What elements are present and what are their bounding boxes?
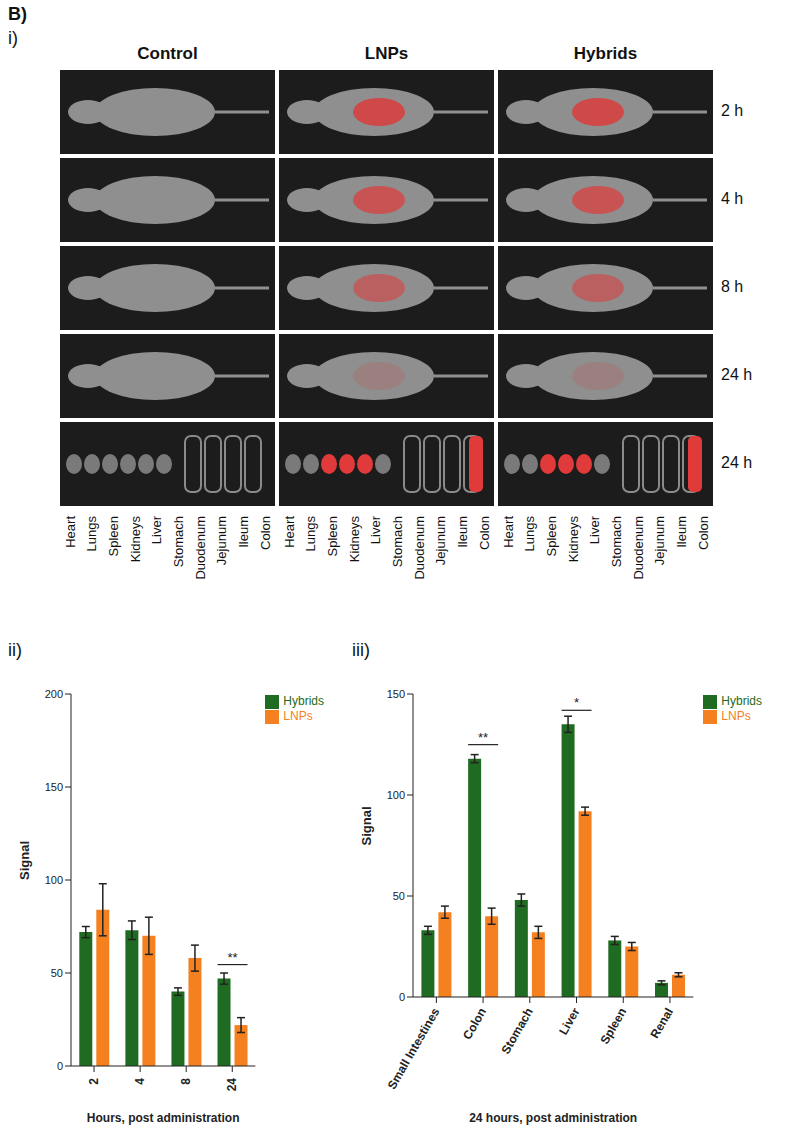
html-text:LNPs: LNPs	[721, 708, 751, 723]
svg-text:200: 200	[45, 688, 63, 700]
svg-text:Stomach: Stomach	[171, 516, 186, 567]
svg-text:24: 24	[225, 1078, 239, 1092]
html-text:LNPs: LNPs	[283, 708, 313, 723]
svg-text:Kidneys: Kidneys	[566, 516, 581, 563]
html-text:24 h: 24 h	[721, 366, 753, 383]
svg-text:Liver: Liver	[587, 515, 602, 544]
svg-text:Kidneys: Kidneys	[128, 516, 143, 563]
html-text:24 h: 24 h	[721, 454, 753, 471]
svg-text:Hours, post administration: Hours, post administration	[87, 1111, 240, 1125]
svg-text:Kidneys: Kidneys	[347, 516, 362, 563]
html-text:B): B)	[8, 4, 27, 24]
svg-text:Ileum: Ileum	[674, 516, 689, 548]
html-text:i): i)	[8, 28, 18, 48]
svg-text:Spleen: Spleen	[325, 516, 340, 556]
svg-text:Duodenum: Duodenum	[193, 516, 208, 580]
svg-text:150: 150	[387, 688, 405, 700]
svg-text:0: 0	[399, 991, 405, 1003]
svg-text:50: 50	[51, 967, 63, 979]
svg-text:2: 2	[87, 1078, 101, 1085]
svg-text:Heart: Heart	[63, 516, 78, 548]
svg-text:8: 8	[179, 1078, 193, 1085]
svg-text:Stomach: Stomach	[390, 516, 405, 567]
svg-text:Duodenum: Duodenum	[631, 516, 646, 580]
svg-text:Duodenum: Duodenum	[412, 516, 427, 580]
svg-text:*: *	[574, 695, 579, 710]
html-text:Control: Control	[137, 44, 198, 63]
svg-text:0: 0	[57, 1060, 63, 1072]
html-text:Hybrids: Hybrids	[283, 694, 324, 708]
svg-text:Jejunum: Jejunum	[652, 516, 667, 565]
svg-text:Liver: Liver	[556, 1005, 583, 1037]
html-text:8 h: 8 h	[721, 278, 744, 295]
svg-text:Signal: Signal	[17, 841, 32, 880]
html-text:LNPs: LNPs	[364, 44, 409, 63]
svg-text:Lungs: Lungs	[84, 516, 99, 552]
svg-text:Colon: Colon	[258, 516, 273, 550]
svg-text:50: 50	[393, 890, 405, 902]
html-text:ii): ii)	[8, 640, 22, 660]
svg-text:Ileum: Ileum	[236, 516, 251, 548]
svg-text:**: **	[478, 730, 488, 745]
svg-text:Spleen: Spleen	[106, 516, 121, 556]
svg-text:Renal: Renal	[648, 1006, 676, 1041]
svg-text:Jejunum: Jejunum	[433, 516, 448, 565]
svg-text:Heart: Heart	[501, 516, 516, 548]
svg-text:100: 100	[45, 874, 63, 886]
svg-text:24 hours, post administration: 24 hours, post administration	[469, 1111, 637, 1125]
svg-text:Lungs: Lungs	[522, 516, 537, 552]
svg-text:**: **	[227, 950, 237, 965]
svg-text:Stomach: Stomach	[498, 1006, 535, 1057]
svg-text:Liver: Liver	[149, 515, 164, 544]
html-text:2 h: 2 h	[721, 102, 744, 119]
svg-text:Stomach: Stomach	[609, 516, 624, 567]
svg-text:4: 4	[133, 1078, 147, 1085]
svg-text:Ileum: Ileum	[455, 516, 470, 548]
svg-text:Spleen: Spleen	[544, 516, 559, 556]
svg-text:150: 150	[45, 781, 63, 793]
html-text:iii): iii)	[352, 640, 370, 660]
svg-text:Jejunum: Jejunum	[214, 516, 229, 565]
svg-text:Heart: Heart	[282, 516, 297, 548]
svg-text:Spleen: Spleen	[597, 1006, 629, 1047]
svg-text:Signal: Signal	[359, 806, 374, 845]
svg-text:Colon: Colon	[696, 516, 711, 550]
html-text:4 h: 4 h	[721, 190, 744, 207]
html-text:Hybrids: Hybrids	[573, 44, 638, 63]
svg-text:100: 100	[387, 789, 405, 801]
html-text:Hybrids: Hybrids	[721, 694, 762, 708]
svg-text:Colon: Colon	[477, 516, 492, 550]
svg-text:Liver: Liver	[368, 515, 383, 544]
svg-text:Colon: Colon	[460, 1006, 489, 1042]
svg-text:Lungs: Lungs	[303, 516, 318, 552]
svg-text:Small Intestines: Small Intestines	[385, 1005, 443, 1091]
